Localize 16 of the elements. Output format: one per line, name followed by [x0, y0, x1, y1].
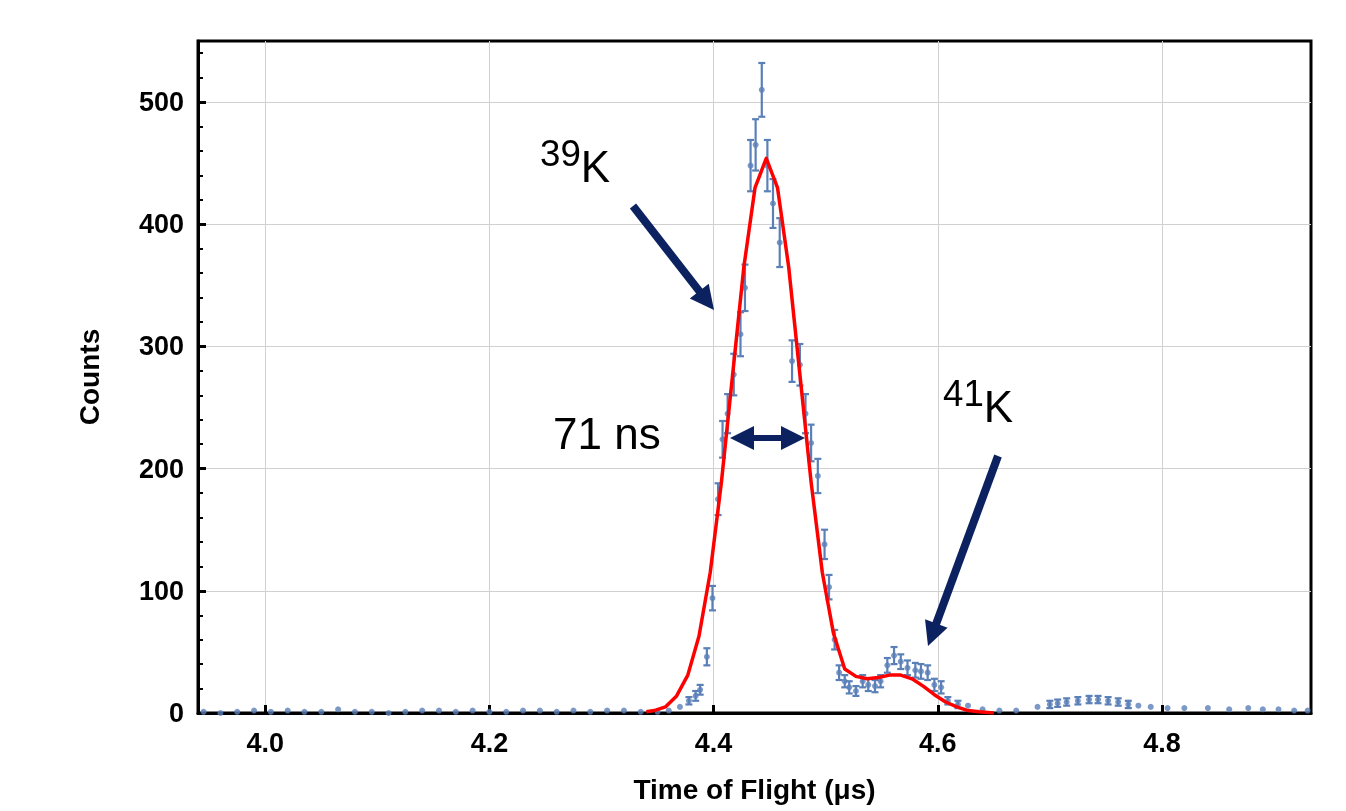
x-tick-label: 4.0	[246, 727, 285, 758]
annotation: $^{39}$K	[540, 128, 611, 193]
x-tick-label: 4.6	[918, 727, 957, 758]
y-axis-title: Counts	[73, 328, 105, 426]
y-tick-label: 500	[138, 87, 184, 118]
y-tick-label: 0	[168, 698, 184, 728]
annotation: 71 ns	[553, 408, 661, 460]
y-tick-label: 200	[138, 453, 184, 484]
x-tick-label: 4.8	[1143, 727, 1181, 758]
x-tick-label: 4.2	[470, 727, 509, 758]
y-tick-label: 100	[138, 575, 184, 606]
x-tick-label: 4.4	[694, 727, 733, 758]
x-axis-title: Time of Flight (μs)	[633, 773, 876, 805]
y-tick-label: 300	[138, 331, 184, 362]
annotation: $^{41}$K	[943, 368, 1014, 433]
y-tick-label: 400	[138, 209, 184, 240]
